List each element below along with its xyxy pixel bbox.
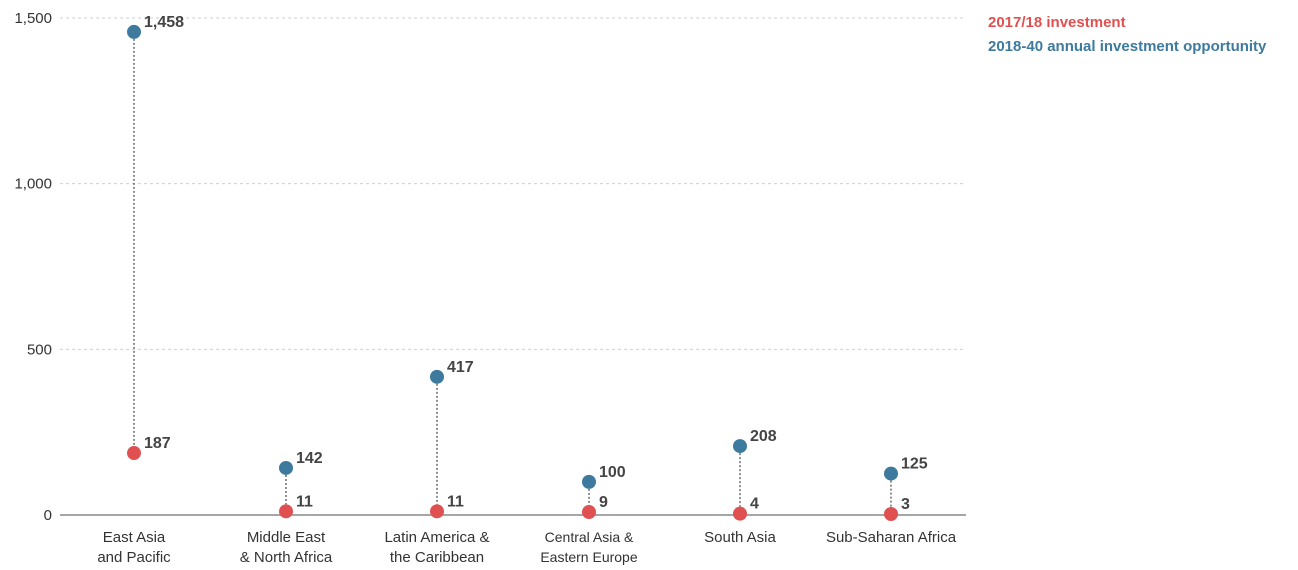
- investment-2017-18-point: [127, 446, 141, 461]
- investment-2017-18-data-label: 11: [447, 493, 464, 510]
- investment-2017-18-data-label: 9: [599, 494, 608, 511]
- category-label: Central Asia &: [545, 529, 634, 545]
- investment-2017-18-data-label: 11: [296, 493, 313, 510]
- investment-2017-18-point: [279, 504, 293, 519]
- investment-2017-18-point: [884, 507, 898, 522]
- category-label: Latin America &: [384, 529, 489, 546]
- category-label: and Pacific: [97, 549, 171, 566]
- opportunity-2018-40-point: [733, 439, 747, 454]
- opportunity-2018-40-point: [279, 460, 293, 475]
- opportunity-2018-40-data-label: 125: [901, 456, 928, 473]
- opportunity-2018-40-point: [430, 369, 444, 384]
- investment-2017-18-point: [582, 505, 596, 520]
- opportunity-2018-40-data-label: 208: [750, 428, 777, 445]
- category-label: South Asia: [704, 529, 776, 546]
- investment-2017-18-point: [430, 504, 444, 519]
- category-label: Middle East: [247, 529, 326, 546]
- category-label: & North Africa: [240, 549, 333, 566]
- investment-2017-18-data-label: 4: [750, 496, 759, 513]
- legend-entry-opportunity: 2018-40 annual investment opportunity: [988, 38, 1267, 55]
- opportunity-2018-40-data-label: 142: [296, 450, 323, 467]
- category-label: Sub-Saharan Africa: [826, 529, 957, 546]
- legend-entry-investment: 2017/18 investment: [988, 14, 1126, 31]
- opportunity-2018-40-point: [582, 474, 596, 489]
- opportunity-2018-40-data-label: 100: [599, 464, 626, 481]
- opportunity-2018-40-data-label: 1,458: [144, 14, 184, 31]
- category-label: Eastern Europe: [540, 549, 637, 565]
- y-tick-label: 500: [27, 341, 52, 358]
- investment-2017-18-point: [733, 506, 747, 521]
- opportunity-2018-40-point: [884, 466, 898, 481]
- category-label: East Asia: [103, 529, 166, 546]
- y-tick-label: 1,000: [14, 176, 52, 193]
- y-tick-label: 0: [44, 507, 52, 524]
- investment-2017-18-data-label: 187: [144, 435, 171, 452]
- category-label: the Caribbean: [390, 549, 484, 566]
- opportunity-2018-40-data-label: 417: [447, 359, 474, 376]
- opportunity-2018-40-point: [127, 24, 141, 39]
- investment-2017-18-data-label: 3: [901, 496, 910, 513]
- y-tick-label: 1,500: [14, 10, 52, 27]
